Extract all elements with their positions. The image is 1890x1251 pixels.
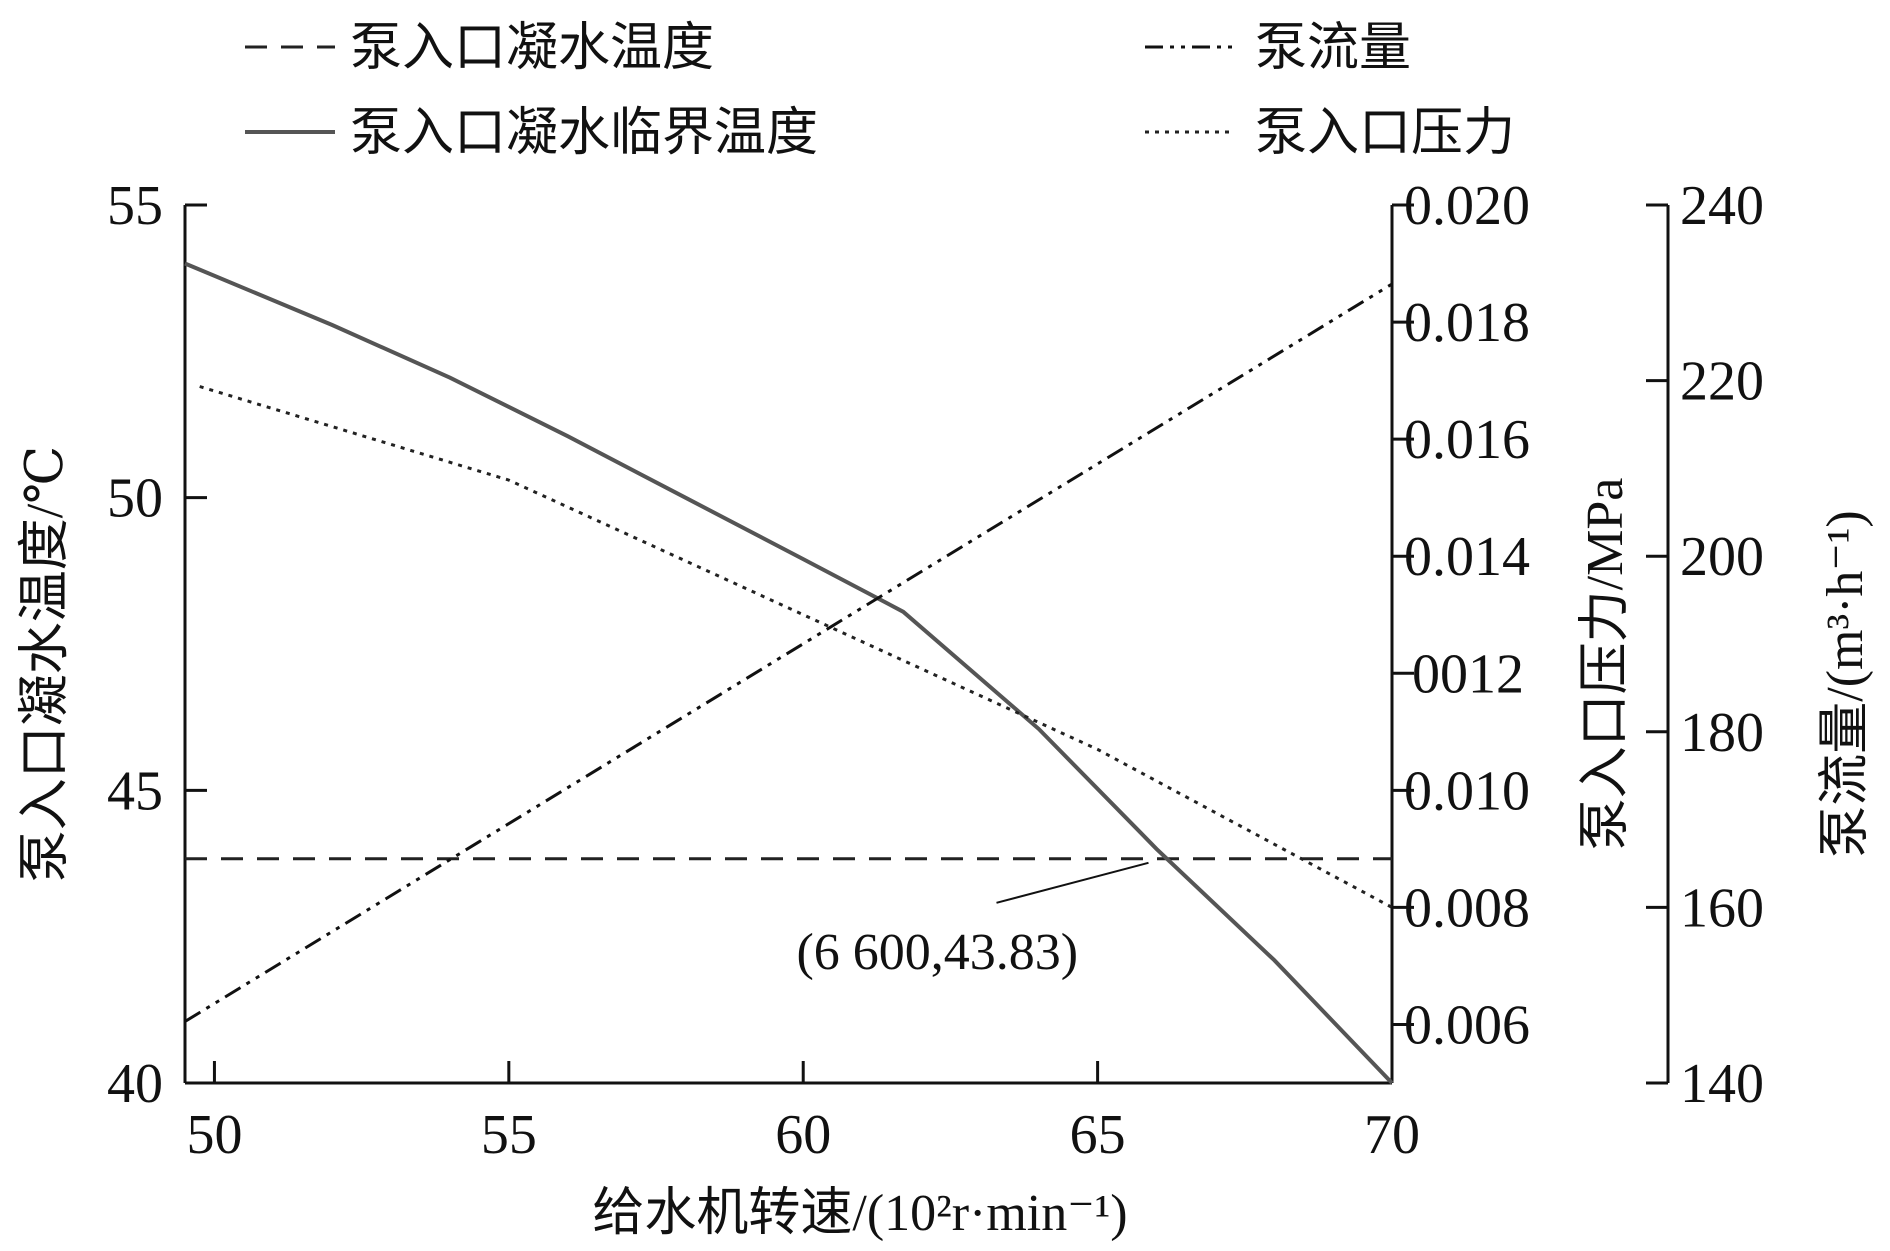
- series-line-dash-dot-dot: [184, 282, 1393, 1023]
- x-tick-label: 70: [1364, 1104, 1420, 1166]
- right-axis-2-title: 泵流量/(m³·h⁻¹): [1817, 510, 1874, 857]
- right-1-tick-label: 0.010: [1404, 760, 1530, 822]
- left-axis-title: 泵入口凝水温度/℃: [17, 446, 74, 883]
- right-2-tick-label: 220: [1680, 351, 1764, 413]
- axes: 50 55 60 65 70 40 45 50 55 0.006 0.008 0.010 0012 0.0…: [17, 175, 1874, 1242]
- x-tick-label: 65: [1070, 1104, 1126, 1166]
- legend-label: 泵入口压力: [1255, 105, 1515, 162]
- right-1-tick-label: 0.014: [1404, 526, 1530, 588]
- left-y-tick-label: 50: [107, 468, 163, 530]
- right-1-tick-label: 0.008: [1404, 877, 1530, 939]
- left-y-tick-label: 40: [107, 1053, 163, 1115]
- legend-label: 泵入口凝水温度: [350, 20, 714, 77]
- right-2-tick-label: 160: [1680, 877, 1764, 939]
- right-2-tick-label: 180: [1680, 702, 1764, 764]
- left-y-tick-label: 45: [107, 760, 163, 822]
- x-axis-title: 给水机转速/(10²r·min⁻¹): [592, 1185, 1127, 1242]
- right-1-tick-label: 0.016: [1404, 409, 1530, 471]
- right-1-tick-label: 0.006: [1404, 994, 1530, 1056]
- plot-area: [184, 261, 1394, 1085]
- annotation-leader: [996, 861, 1149, 904]
- x-tick-label: 55: [481, 1104, 537, 1166]
- series-line-dotted: [199, 385, 1393, 909]
- right-axis-1-title: 泵入口压力/MPa: [1577, 478, 1634, 851]
- annotation-label: (6 600,43.83): [796, 924, 1078, 981]
- legend-label: 泵入口凝水临界温度: [350, 105, 818, 162]
- legend-label: 泵流量: [1255, 20, 1411, 77]
- series-line-solid: [184, 261, 1394, 1085]
- right-1-tick-label: 0012: [1412, 643, 1524, 705]
- right-1-tick-label: 0.018: [1404, 292, 1530, 354]
- right-2-tick-label: 240: [1680, 175, 1764, 237]
- x-tick-label: 60: [775, 1104, 831, 1166]
- x-tick-label: 50: [186, 1104, 242, 1166]
- right-2-tick-label: 200: [1680, 526, 1764, 588]
- right-1-tick-label: 0.020: [1404, 175, 1530, 237]
- right-2-tick-label: 140: [1680, 1053, 1764, 1115]
- left-y-tick-label: 55: [107, 175, 163, 237]
- annotations: (6 600,43.83): [796, 861, 1149, 981]
